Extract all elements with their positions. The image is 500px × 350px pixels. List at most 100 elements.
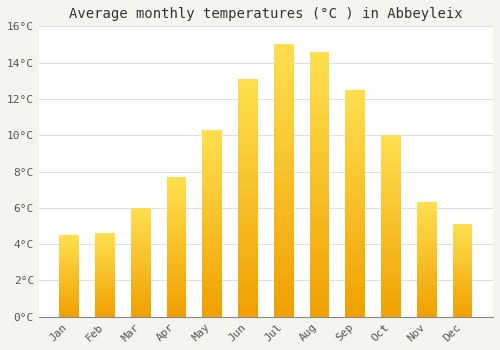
Bar [60, 275, 79, 276]
Bar [417, 256, 436, 257]
Bar [238, 310, 258, 312]
Bar [381, 273, 401, 275]
Bar [131, 293, 150, 294]
Bar [274, 191, 293, 194]
Bar [346, 312, 365, 315]
Bar [131, 231, 150, 232]
Bar [346, 276, 365, 278]
Bar [381, 206, 401, 208]
Bar [60, 262, 79, 263]
Bar [274, 208, 293, 211]
Bar [346, 94, 365, 97]
Bar [166, 299, 186, 300]
Bar [131, 223, 150, 224]
Bar [452, 287, 472, 288]
Bar [60, 298, 79, 299]
Bar [60, 310, 79, 311]
Bar [166, 229, 186, 230]
Bar [274, 300, 293, 303]
Bar [452, 295, 472, 296]
Bar [131, 249, 150, 250]
Bar [202, 311, 222, 313]
Bar [452, 311, 472, 312]
Bar [238, 141, 258, 143]
Bar [417, 269, 436, 270]
Bar [95, 261, 115, 262]
Bar [202, 276, 222, 278]
Bar [238, 169, 258, 172]
Bar [310, 227, 330, 229]
Bar [274, 170, 293, 173]
Bar [346, 244, 365, 246]
Bar [452, 286, 472, 287]
Bar [95, 289, 115, 290]
Bar [452, 296, 472, 298]
Bar [202, 231, 222, 233]
Bar [131, 247, 150, 248]
Bar [238, 312, 258, 314]
Bar [166, 215, 186, 216]
Bar [95, 314, 115, 315]
Bar [381, 175, 401, 177]
Bar [238, 224, 258, 226]
Bar [274, 262, 293, 265]
Bar [274, 289, 293, 292]
Bar [238, 229, 258, 231]
Bar [238, 260, 258, 262]
Bar [202, 143, 222, 145]
Bar [417, 231, 436, 232]
Bar [274, 197, 293, 200]
Bar [417, 257, 436, 258]
Bar [95, 237, 115, 238]
Bar [274, 107, 293, 110]
Bar [417, 216, 436, 217]
Bar [310, 205, 330, 208]
Bar [238, 284, 258, 286]
Bar [166, 261, 186, 262]
Bar [95, 247, 115, 248]
Bar [274, 126, 293, 129]
Bar [274, 58, 293, 61]
Bar [274, 271, 293, 273]
Bar [238, 79, 258, 81]
Bar [131, 278, 150, 279]
Bar [202, 165, 222, 167]
Bar [417, 308, 436, 309]
Bar [166, 211, 186, 212]
Bar [417, 275, 436, 277]
Bar [238, 288, 258, 290]
Bar [166, 275, 186, 276]
Bar [381, 289, 401, 292]
Bar [381, 162, 401, 164]
Bar [381, 152, 401, 153]
Bar [346, 222, 365, 224]
Bar [274, 292, 293, 295]
Bar [166, 279, 186, 280]
Bar [202, 191, 222, 193]
Bar [310, 123, 330, 126]
Bar [274, 55, 293, 58]
Bar [274, 273, 293, 276]
Bar [166, 206, 186, 208]
Bar [60, 277, 79, 278]
Bar [131, 258, 150, 259]
Bar [452, 261, 472, 262]
Bar [452, 267, 472, 268]
Bar [346, 97, 365, 99]
Bar [166, 187, 186, 188]
Bar [60, 250, 79, 251]
Bar [381, 191, 401, 193]
Bar [238, 158, 258, 160]
Bar [346, 205, 365, 208]
Bar [346, 267, 365, 269]
Bar [381, 233, 401, 235]
Bar [346, 249, 365, 251]
Bar [381, 139, 401, 141]
Bar [166, 212, 186, 214]
Bar [310, 65, 330, 68]
Bar [346, 185, 365, 188]
Bar [381, 201, 401, 202]
Bar [60, 287, 79, 288]
Bar [346, 121, 365, 124]
Bar [60, 256, 79, 257]
